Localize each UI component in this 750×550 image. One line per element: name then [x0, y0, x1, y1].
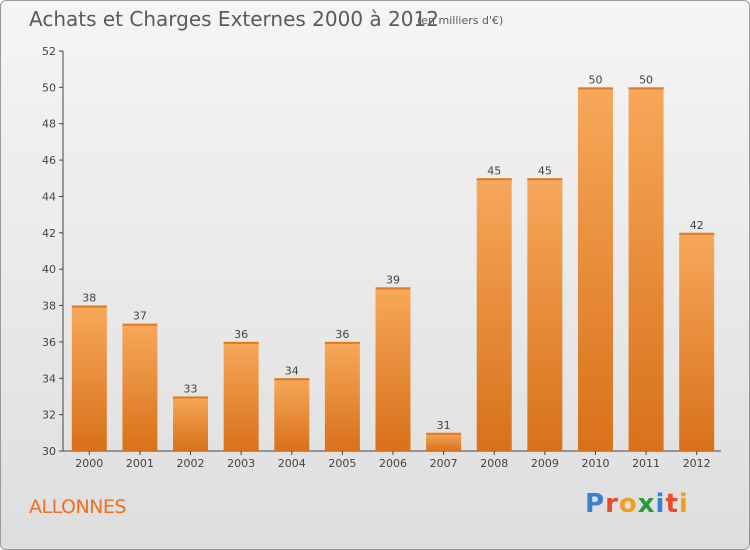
y-tick-label: 32 — [42, 409, 56, 422]
x-tick-label: 2000 — [75, 457, 103, 470]
bar-value-label: 45 — [538, 164, 552, 177]
logo-letter: t — [665, 489, 679, 519]
logo-letter: i — [655, 489, 666, 519]
y-tick-label: 48 — [42, 118, 56, 131]
bar[interactable] — [476, 178, 512, 452]
bar[interactable] — [527, 178, 563, 452]
bar-top-edge — [122, 323, 158, 326]
logo-letter: r — [605, 489, 619, 519]
x-tick-label: 2008 — [480, 457, 508, 470]
x-tick-label: 2003 — [227, 457, 255, 470]
x-tick-label: 2011 — [632, 457, 660, 470]
bar[interactable] — [274, 378, 310, 451]
bar[interactable] — [324, 341, 360, 451]
bar-top-edge — [173, 396, 209, 399]
logo-letter: x — [637, 489, 656, 519]
labels: 38 2000 37 2001 33 2002 36 2003 34 2004 36 2005 39 20… — [75, 73, 710, 470]
y-tick-label: 46 — [42, 154, 56, 167]
bar-top-edge — [223, 341, 259, 344]
bar-top-edge — [375, 287, 411, 290]
bar-top-edge — [324, 341, 360, 344]
bar-value-label: 39 — [386, 273, 400, 286]
bar[interactable] — [679, 232, 715, 451]
x-tick-label: 2009 — [531, 457, 559, 470]
bar-top-edge — [577, 87, 613, 90]
x-tick-label: 2010 — [581, 457, 609, 470]
bar[interactable] — [173, 396, 209, 451]
bar[interactable] — [122, 323, 158, 451]
bar-top-edge — [527, 178, 563, 181]
y-tick-label: 44 — [42, 190, 56, 203]
bar-value-label: 42 — [690, 219, 704, 232]
y-tick-label: 38 — [42, 300, 56, 313]
logo-letter: P — [585, 489, 606, 519]
bars — [71, 87, 715, 452]
y-tick-label: 42 — [42, 227, 56, 240]
logo-letter: o — [618, 489, 638, 519]
y-tick-label: 34 — [42, 372, 56, 385]
bar[interactable] — [223, 341, 259, 451]
bar[interactable] — [426, 432, 462, 451]
bar[interactable] — [628, 87, 664, 451]
bar-value-label: 36 — [335, 328, 349, 341]
bar-top-edge — [274, 378, 310, 381]
logo-letter: i — [678, 489, 689, 519]
bar-top-edge — [71, 305, 107, 308]
bar-value-label: 50 — [639, 73, 653, 86]
bar[interactable] — [577, 87, 613, 451]
bar-value-label: 50 — [588, 73, 602, 86]
bar-top-edge — [628, 87, 664, 90]
x-tick-label: 2005 — [328, 457, 356, 470]
x-tick-label: 2004 — [278, 457, 306, 470]
bar-value-label: 37 — [133, 310, 147, 323]
bar-value-label: 36 — [234, 328, 248, 341]
x-tick-label: 2006 — [379, 457, 407, 470]
bar-value-label: 31 — [437, 419, 451, 432]
axes: 30 32 34 36 38 40 42 44 46 48 50 52 — [42, 45, 721, 458]
x-tick-label: 2002 — [177, 457, 205, 470]
bar-top-edge — [426, 432, 462, 435]
chart-title: Achats et Charges Externes 2000 à 2012 — [29, 7, 439, 31]
x-tick-label: 2001 — [126, 457, 154, 470]
y-tick-label: 40 — [42, 263, 56, 276]
y-tick-label: 50 — [42, 81, 56, 94]
proxiti-logo[interactable]: Proxiti — [585, 489, 689, 519]
bar[interactable] — [71, 305, 107, 451]
y-tick-label: 52 — [42, 45, 56, 58]
bar-top-edge — [679, 232, 715, 235]
x-tick-label: 2007 — [430, 457, 458, 470]
bar-value-label: 33 — [184, 382, 198, 395]
place-name: ALLONNES — [29, 496, 126, 518]
bar-value-label: 45 — [487, 164, 501, 177]
y-tick-label: 36 — [42, 336, 56, 349]
bar[interactable] — [375, 287, 411, 451]
y-tick-label: 30 — [42, 445, 56, 458]
bar-top-edge — [476, 178, 512, 181]
chart-unit: (en milliers d'€) — [417, 14, 504, 27]
bar-value-label: 38 — [82, 292, 96, 305]
x-tick-label: 2012 — [683, 457, 711, 470]
bar-value-label: 34 — [285, 364, 299, 377]
